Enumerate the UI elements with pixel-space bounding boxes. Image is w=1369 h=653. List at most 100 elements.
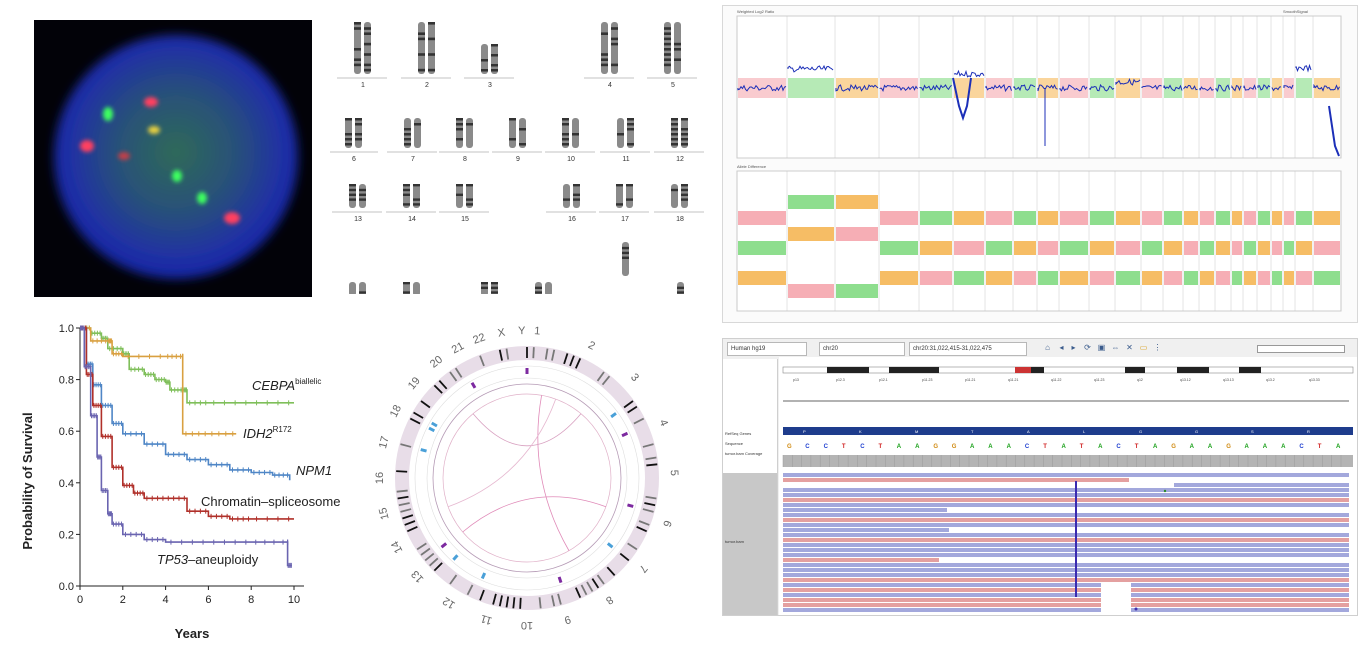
chromosome-label: 15 <box>461 216 469 223</box>
amino-acid: R <box>1307 429 1310 434</box>
cnv-segment <box>879 84 918 92</box>
sequence-base: C <box>824 444 829 450</box>
chromosome-label: 12 <box>676 156 684 163</box>
alignment-reads <box>783 473 1349 612</box>
region-icon[interactable]: ▣ <box>1097 343 1106 352</box>
chromosome-pair-14: 14 <box>386 184 436 223</box>
circos-chrom-label: 1 <box>534 325 541 337</box>
sequence-base: C <box>1025 444 1030 450</box>
km-series-line <box>80 327 292 567</box>
close-icon[interactable]: ✕ <box>1126 343 1133 352</box>
sequence-base: A <box>897 444 902 450</box>
igv-bam-track-name: tumor.bam <box>723 473 778 615</box>
x-tick-label: 4 <box>163 594 169 606</box>
sequence-base: A <box>1062 444 1067 450</box>
resize-icon[interactable]: ⇔ <box>1111 343 1120 352</box>
y-tick-label: 0.0 <box>59 581 74 593</box>
chromosome-select[interactable]: chr20 <box>819 342 905 356</box>
amino-acid: L <box>1083 429 1086 434</box>
forward-icon[interactable]: ▸ <box>1071 343 1076 352</box>
cnv-segment <box>1163 84 1183 92</box>
cnv-segment <box>1231 84 1242 92</box>
chromosome-pair-12: 12 <box>654 118 704 163</box>
chromosome-label: 14 <box>408 216 416 223</box>
chromosome-pair-10: 10 <box>545 118 595 163</box>
refresh-icon[interactable]: ⟳ <box>1084 343 1091 352</box>
y-tick-label: 0.2 <box>59 529 74 541</box>
km-label-idh2: IDH2R172 <box>243 425 292 441</box>
cytoband-label: q11.23 <box>1094 378 1104 382</box>
chromosome-pair-3: 3 <box>464 44 514 89</box>
igv-data-view[interactable]: bp 31,022,440 bp 31,022,450 bp 31,022,46… <box>779 357 1358 616</box>
circos-chrom-label: 16 <box>374 472 386 484</box>
amino-acid: A <box>1027 429 1030 434</box>
circos-link <box>462 496 607 533</box>
chromosome-label: 7 <box>411 156 415 163</box>
circos-chrom-label: 21 <box>450 340 466 356</box>
home-icon[interactable]: ⌂ <box>1045 343 1050 352</box>
chromosome-pair-2: 2 <box>401 22 451 89</box>
km-ylabel: Probability of Survival <box>20 412 35 549</box>
chromosome-label: 5 <box>671 82 675 89</box>
y-tick-label: 0.6 <box>59 426 74 438</box>
cnv-segment <box>1013 84 1036 92</box>
genome-select[interactable]: Human hg19 <box>727 342 807 356</box>
sequence-base: G <box>1171 444 1176 450</box>
cnv-segment <box>1313 83 1340 92</box>
km-series-line <box>80 327 294 404</box>
circos-chrom-label: 11 <box>479 612 493 627</box>
sequence-base: C <box>860 444 865 450</box>
zoom-slider[interactable] <box>1257 345 1345 353</box>
circos-chrom-label: 3 <box>628 371 641 384</box>
survival-chart: Probability of Survival Years 0.0 0.2 0.4 0… <box>16 316 346 646</box>
amino-acid: P <box>803 429 806 434</box>
y-tick-label: 1.0 <box>59 323 74 335</box>
cytoband-label: q13.2 <box>1266 378 1275 382</box>
amino-acid: K <box>859 429 862 434</box>
sequence-base: A <box>1336 444 1341 450</box>
chromosome-pair-15: 15 <box>439 184 489 223</box>
circos-link <box>447 398 557 508</box>
y-tick-label: 0.8 <box>59 375 74 387</box>
igv-track-names: RefSeq Genes Sequence tumor.bam Coverage <box>723 425 778 473</box>
cytoband-label: p11.21 <box>965 378 975 382</box>
circos-chrom-label: 12 <box>441 594 458 611</box>
track-name-genes: RefSeq Genes <box>725 431 752 436</box>
sequence-base: T <box>1318 444 1322 450</box>
more-icon[interactable]: ⋮ <box>1153 343 1162 352</box>
circos-chrom-label: 9 <box>563 613 572 626</box>
circos-chrom-label: 14 <box>389 539 405 555</box>
chromosome-pair-7: 7 <box>387 118 437 163</box>
chromosome-pair-20: 20 <box>386 282 436 311</box>
popup-icon[interactable]: ▭ <box>1139 343 1148 352</box>
chromosome-label: 4 <box>608 82 612 89</box>
circos-chrom-label: 18 <box>388 403 404 419</box>
cnv-segment <box>1115 77 1141 86</box>
cnv-panel1-legend: SmoothSignal <box>1283 9 1308 14</box>
sequence-base: A <box>1281 444 1286 450</box>
sequence-base: T <box>879 444 883 450</box>
sequence-base: G <box>952 444 957 450</box>
chromosome-pair-X: X <box>599 242 649 311</box>
cnv-segment <box>919 84 952 92</box>
circos-chrom-label: 22 <box>471 331 486 346</box>
genome-browser-window: Human hg19 chr20 chr20:31,022,415-31,022… <box>722 338 1358 616</box>
cnv-segment <box>1059 84 1088 92</box>
sequence-base: A <box>1190 444 1195 450</box>
locus-input[interactable]: chr20:31,022,415-31,022,475 <box>909 342 1027 356</box>
track-name-sequence: Sequence <box>725 441 744 446</box>
cnv-segment <box>835 84 879 92</box>
igv-name-panel-top <box>723 359 778 425</box>
cnv-segment <box>985 84 1012 93</box>
sequence-base: A <box>1208 444 1213 450</box>
km-label-npm1: NPM1 <box>296 463 332 478</box>
circos-chrom-label: 20 <box>428 354 445 371</box>
chromosome-label: 2 <box>425 82 429 89</box>
circos-chrom-label: Y <box>518 325 526 337</box>
circos-chrom-label: 7 <box>636 562 649 574</box>
sequence-base: T <box>1043 444 1047 450</box>
back-icon[interactable]: ◂ <box>1059 343 1064 352</box>
km-series-line <box>80 327 294 520</box>
